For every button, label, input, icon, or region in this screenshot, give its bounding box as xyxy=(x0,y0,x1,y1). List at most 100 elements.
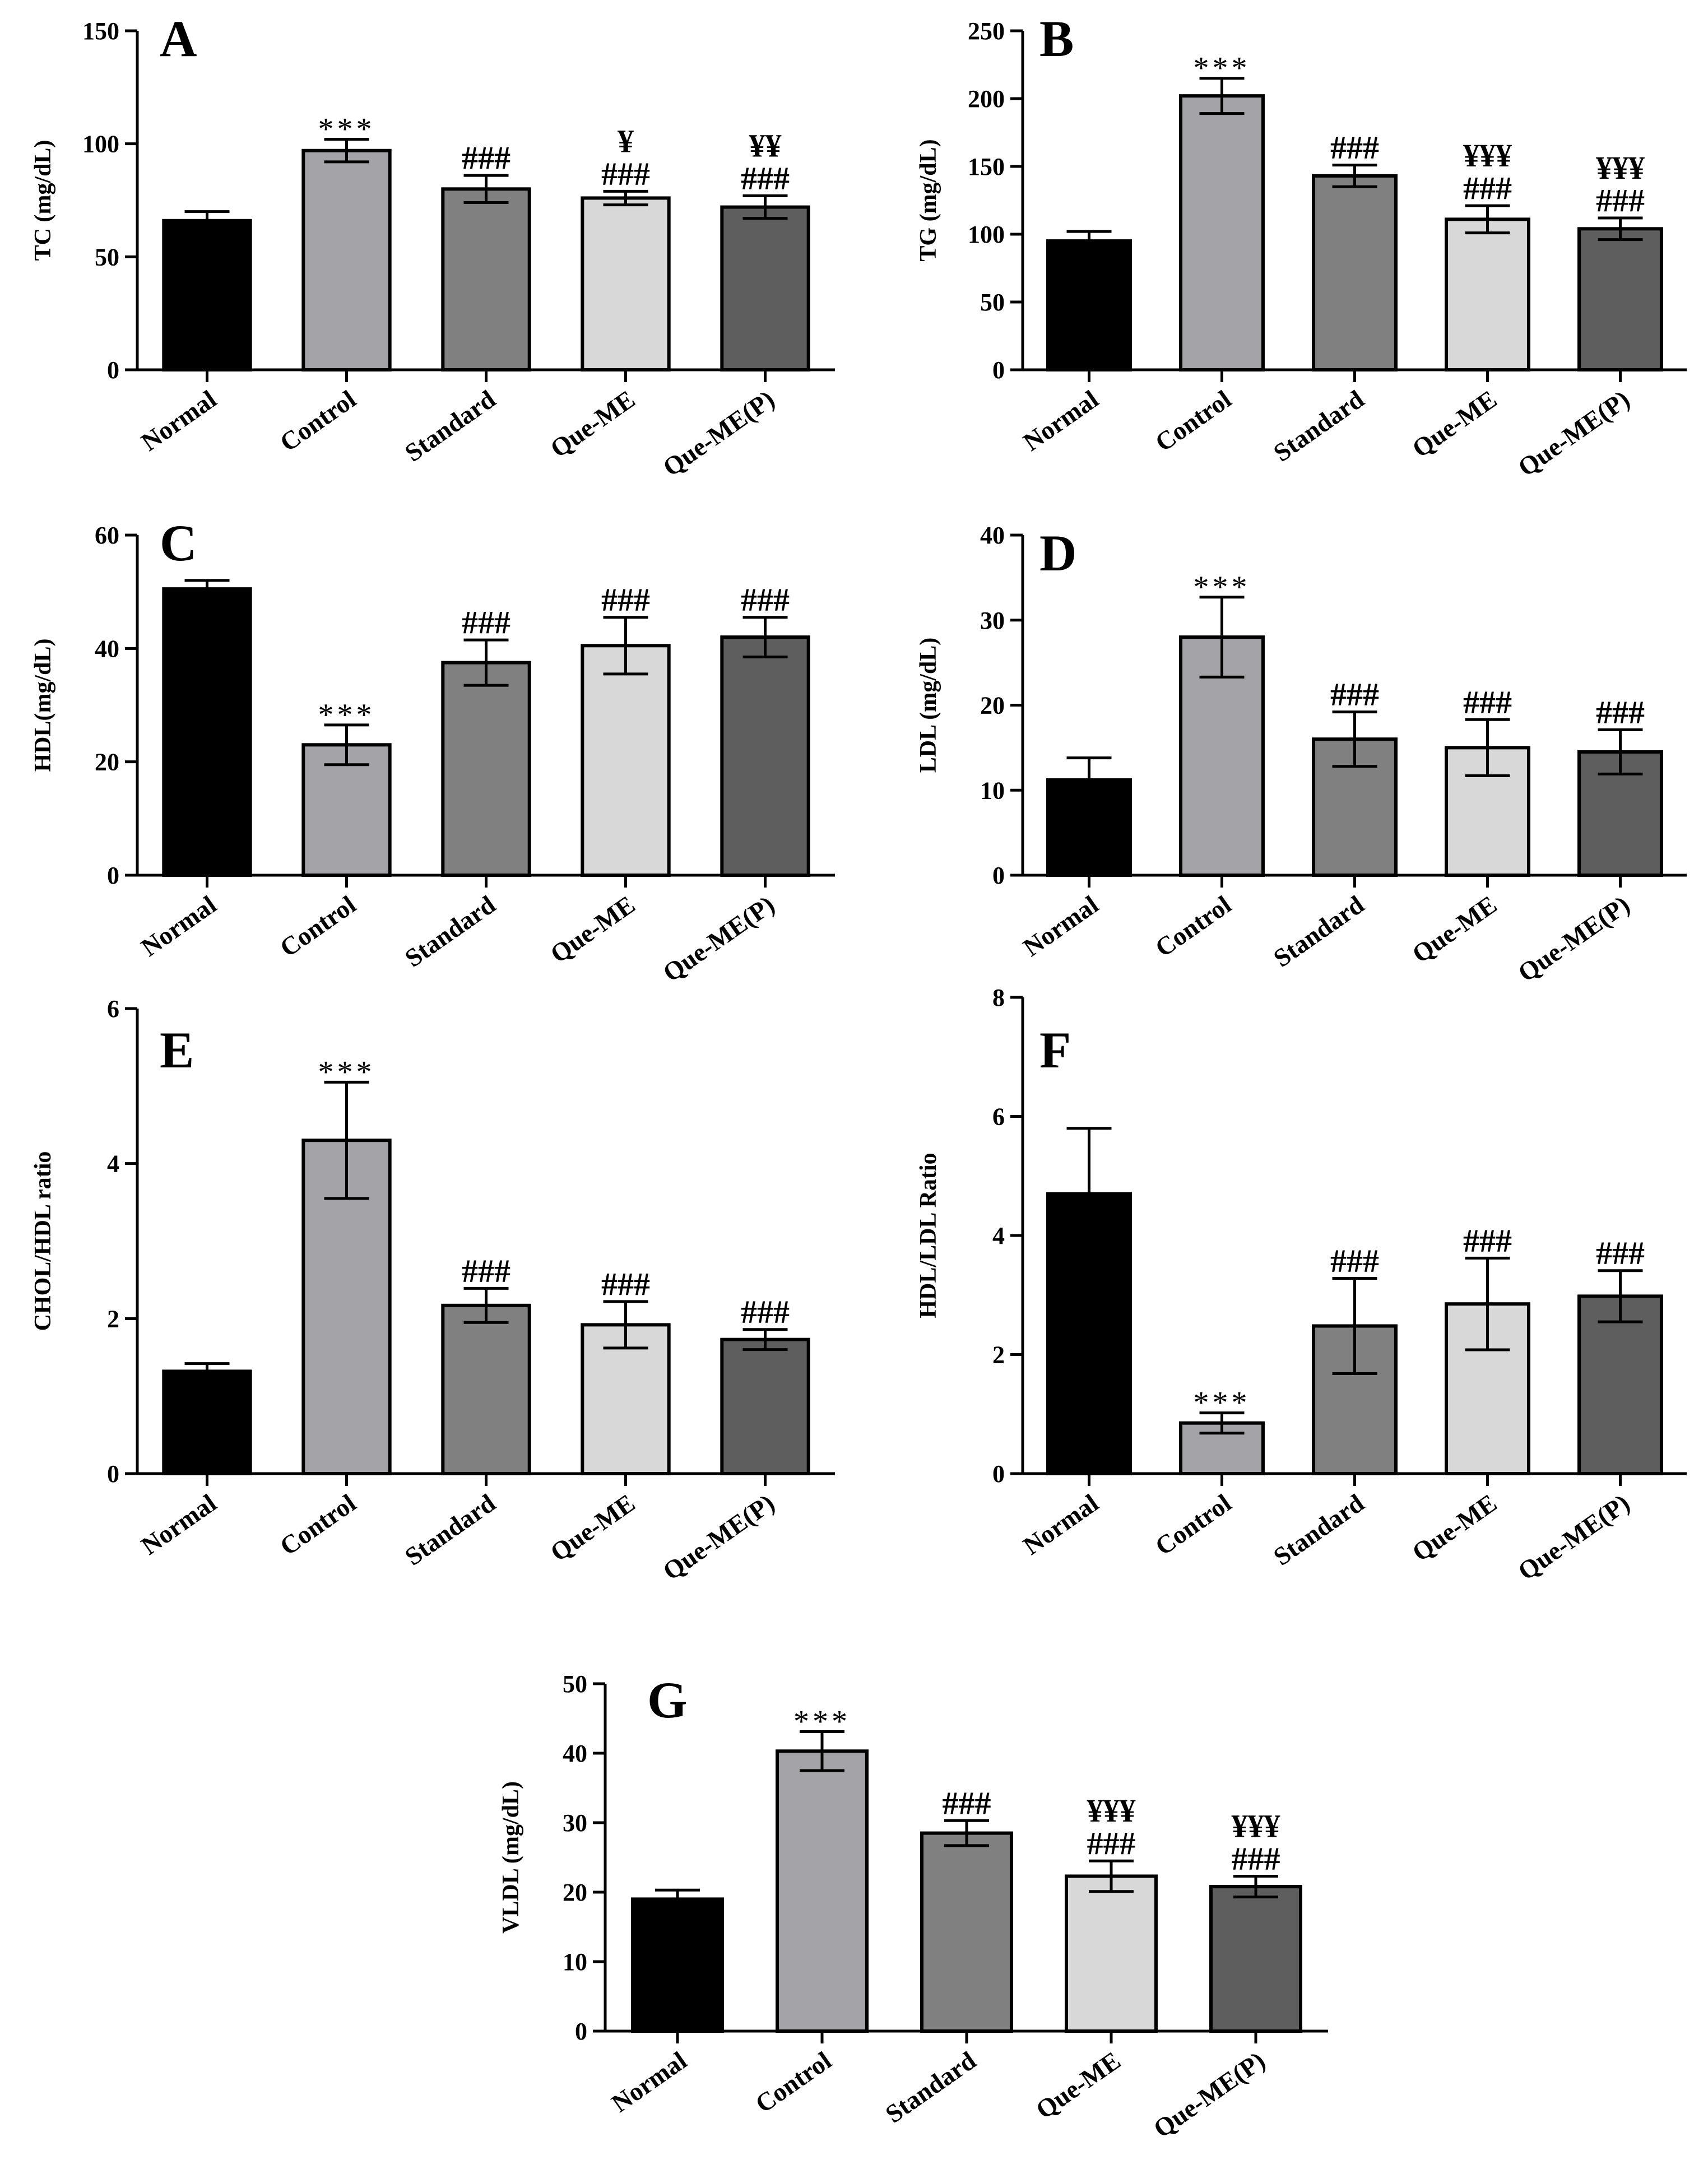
panel-a-significance-label: ¥ xyxy=(618,123,634,159)
panel-d-category-label: Normal xyxy=(1018,890,1103,961)
panel-b-significance-label: ### xyxy=(1463,170,1512,206)
panel-a-significance-label: *** xyxy=(318,112,375,147)
panel-a-bar-3 xyxy=(441,187,531,371)
panel-d-category-label: Que-ME xyxy=(1407,890,1502,968)
panel-f-category-label: Que-ME(P) xyxy=(1513,1488,1635,1586)
panel-e-significance-label: *** xyxy=(318,1055,375,1089)
panel-g-y-tick-label: 40 xyxy=(563,1740,587,1767)
panel-e-category-label: Control xyxy=(275,1488,361,1560)
panel-b-letter: B xyxy=(1039,10,1074,67)
panel-c-y-axis-label: HDL(mg/dL) xyxy=(30,638,56,772)
panel-f-significance-label: ### xyxy=(1596,1235,1645,1271)
panel-b-bar-4 xyxy=(1445,217,1530,371)
panel-f-significance-label: ### xyxy=(1330,1243,1379,1279)
panel-e-y-tick-label: 4 xyxy=(107,1150,119,1178)
panel-a-bar-2 xyxy=(301,148,392,371)
panel-e-letter: E xyxy=(160,1021,194,1079)
panel-a-significance-label: ### xyxy=(462,140,510,176)
panel-d-category-label: Standard xyxy=(1268,890,1369,973)
panel-d-significance-label: ### xyxy=(1463,684,1512,720)
panel-g-y-tick-label: 30 xyxy=(563,1809,587,1837)
panel-g-category-label: Que-ME(P) xyxy=(1148,2046,1270,2143)
panel-f-significance-label: ### xyxy=(1463,1222,1512,1258)
panel-b-y-tick-label: 100 xyxy=(968,221,1005,248)
panel-f-y-tick-label: 6 xyxy=(992,1103,1005,1131)
panel-e-bar-1 xyxy=(162,1369,252,1475)
panel-c-bar-4 xyxy=(581,644,671,877)
panel-b-category-label: Que-ME(P) xyxy=(1513,384,1635,482)
panel-g-bar-1 xyxy=(631,1897,724,2033)
panel-d-y-tick-label: 0 xyxy=(992,862,1005,889)
panel-e-significance-label: ### xyxy=(462,1252,510,1289)
panel-f-y-tick-label: 8 xyxy=(992,984,1005,1011)
panel-d-category-label: Control xyxy=(1150,890,1236,962)
panel-b-bar-1 xyxy=(1046,239,1132,371)
panel-e: 0 2 4 6 CHOL/HDL ratio E Normal Control *** Stand… xyxy=(30,995,835,1586)
panel-a-category-label: Que-ME xyxy=(545,384,640,463)
panel-a-significance-label: ¥¥ xyxy=(749,127,782,164)
panel-g-y-axis-label: VLDL (mg/dL) xyxy=(498,1781,524,1934)
panel-e-significance-label: ### xyxy=(601,1266,650,1302)
panel-b-bar-2 xyxy=(1179,94,1265,371)
panel-g-category-label: Standard xyxy=(880,2046,981,2129)
panel-a-bar-5 xyxy=(720,205,810,371)
panel-c-significance-label: ### xyxy=(741,582,790,618)
panel-d: 0 10 20 30 40 LDL (mg/dL) D Normal Control *** Sta… xyxy=(916,522,1687,987)
panel-b-y-tick-label: 0 xyxy=(992,356,1005,384)
panel-b-y-axis-label: TG (mg/dL) xyxy=(916,139,941,261)
panel-e-y-tick-label: 0 xyxy=(107,1460,119,1488)
panel-c-significance-label: *** xyxy=(318,698,375,732)
panel-c-category-label: Que-ME(P) xyxy=(658,890,780,987)
panel-c-significance-label: ### xyxy=(601,582,650,618)
panel-f-category-label: Control xyxy=(1150,1488,1236,1560)
panel-a-y-tick-label: 100 xyxy=(82,131,119,158)
panel-d-category-label: Que-ME(P) xyxy=(1513,890,1635,987)
panel-f-y-tick-label: 2 xyxy=(992,1341,1005,1369)
panel-b-category-label: Normal xyxy=(1018,384,1103,456)
panel-g-y-tick-label: 50 xyxy=(563,1670,587,1698)
panel-b-category-label: Que-ME xyxy=(1407,384,1502,463)
panel-g-significance-label: ¥¥¥ xyxy=(1232,1808,1280,1844)
panel-a-significance-label: ### xyxy=(601,155,650,192)
panel-a-bar-1 xyxy=(162,219,252,371)
panel-e-category-label: Que-ME(P) xyxy=(658,1488,780,1586)
panel-b-y-tick-label: 50 xyxy=(980,289,1005,316)
panel-f-category-label: Que-ME xyxy=(1407,1488,1502,1567)
panel-a-category-label: Control xyxy=(275,384,361,457)
panel-d-y-axis-label: LDL (mg/dL) xyxy=(916,638,941,773)
panel-d-letter: D xyxy=(1039,524,1076,582)
panel-c-significance-label: ### xyxy=(462,604,510,640)
panel-b-bar-5 xyxy=(1577,227,1663,371)
panel-g-significance-label: ### xyxy=(943,1785,991,1821)
panel-f: 0 2 4 6 8 HDL/LDL Ratio F Normal Control *** Stand… xyxy=(916,984,1687,1586)
panel-e-significance-label: ### xyxy=(741,1294,790,1330)
panel-g-category-label: Que-ME xyxy=(1031,2046,1125,2124)
panel-c-y-tick-label: 0 xyxy=(107,862,119,889)
panel-f-significance-label: *** xyxy=(1194,1386,1251,1420)
panel-c-y-tick-label: 20 xyxy=(95,749,119,776)
panel-e-y-axis-label: CHOL/HDL ratio xyxy=(30,1151,56,1331)
panel-g-category-label: Normal xyxy=(606,2046,692,2117)
panel-e-category-label: Standard xyxy=(400,1488,500,1571)
panel-g-bar-3 xyxy=(920,1831,1013,2033)
panel-d-significance-label: ### xyxy=(1596,694,1645,731)
panel-f-y-tick-label: 0 xyxy=(992,1460,1005,1488)
panel-f-category-label: Standard xyxy=(1268,1488,1369,1571)
panel-b-significance-label: ### xyxy=(1330,129,1379,166)
panel-a-y-tick-label: 50 xyxy=(95,243,119,271)
panel-b-bar-3 xyxy=(1312,174,1398,371)
panel-f-letter: F xyxy=(1039,1021,1071,1079)
panel-a-bar-4 xyxy=(581,196,671,371)
panel-a-category-label: Standard xyxy=(400,384,500,467)
panel-b-category-label: Control xyxy=(1150,384,1236,457)
panel-d-significance-label: ### xyxy=(1330,676,1379,713)
panel-c-bar-5 xyxy=(720,635,810,877)
panel-a-y-tick-label: 150 xyxy=(82,17,119,45)
panel-e-y-tick-label: 6 xyxy=(107,995,119,1023)
panel-a-y-axis-label: TC (mg/dL) xyxy=(30,140,56,261)
panel-c-bar-3 xyxy=(441,661,531,877)
panel-a-significance-label: ### xyxy=(741,160,790,196)
panel-d-y-tick-label: 10 xyxy=(980,777,1005,804)
panel-a: 0 50 100 150 TC (mg/dL) A Normal Control *** Stan… xyxy=(30,10,835,482)
